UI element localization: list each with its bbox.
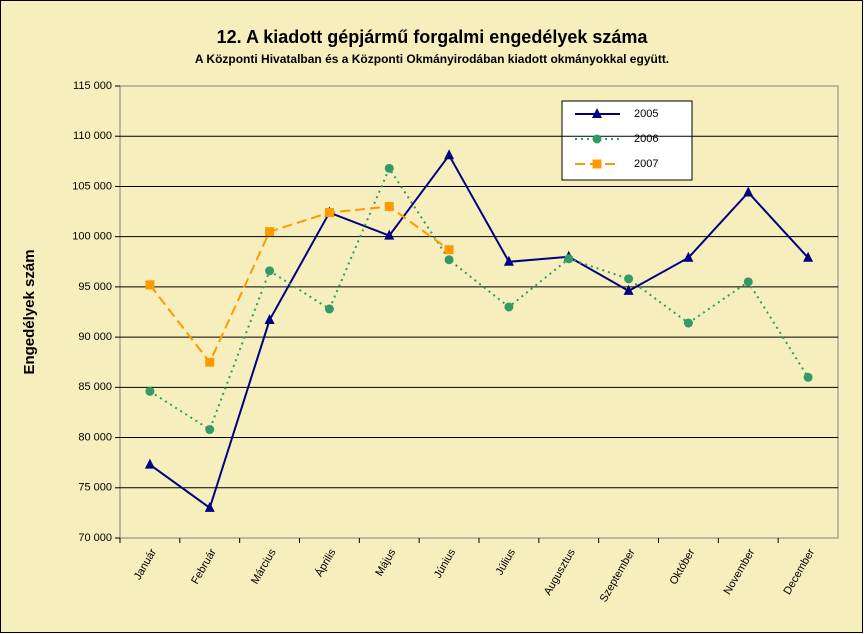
y-axis-label: Engedélyek szám [21,249,38,374]
legend [561,100,693,181]
chart-subtitle: A Központi Hivatalban és a Központi Okmá… [195,52,669,66]
marker [592,108,602,118]
marker [384,229,395,240]
marker [623,284,634,295]
marker [205,357,215,367]
y-tick-label: 70 000 [78,532,112,544]
marker [205,425,215,435]
marker [504,302,514,312]
marker [803,372,813,382]
y-tick-label: 90 000 [78,331,112,343]
y-tick-label: 115 000 [73,80,112,92]
marker [145,386,155,396]
marker [145,280,155,290]
marker [683,251,694,262]
marker [384,202,394,212]
marker [144,458,155,469]
marker [743,277,753,287]
y-tick-label: 110 000 [73,130,112,142]
y-tick-label: 75 000 [78,482,112,494]
marker [204,501,215,512]
plot-area [119,85,839,539]
marker [803,251,814,262]
legend-label: 2006 [634,133,658,145]
y-tick-label: 105 000 [72,180,112,192]
marker [683,318,693,328]
marker [265,266,275,276]
marker [324,208,334,218]
series-line [149,166,809,432]
legend-label: 2007 [634,158,658,170]
marker [324,304,334,314]
marker [444,245,454,255]
marker [384,163,394,173]
marker [444,255,454,265]
marker [564,254,574,264]
chart-title: 12. A kiadott gépjármű forgalmi engedély… [217,27,649,47]
marker [444,149,455,160]
marker [743,186,754,197]
y-tick-label: 80 000 [78,431,112,443]
marker [503,255,514,266]
marker [592,159,602,169]
y-tick-label: 95 000 [78,281,112,293]
marker [624,274,634,284]
y-tick-label: 100 000 [72,231,112,243]
marker [265,227,275,237]
marker [264,314,275,325]
marker [592,134,602,144]
legend-label: 2005 [634,108,658,120]
y-tick-label: 85 000 [78,381,112,393]
series-line [149,205,450,365]
series-line [149,153,809,510]
